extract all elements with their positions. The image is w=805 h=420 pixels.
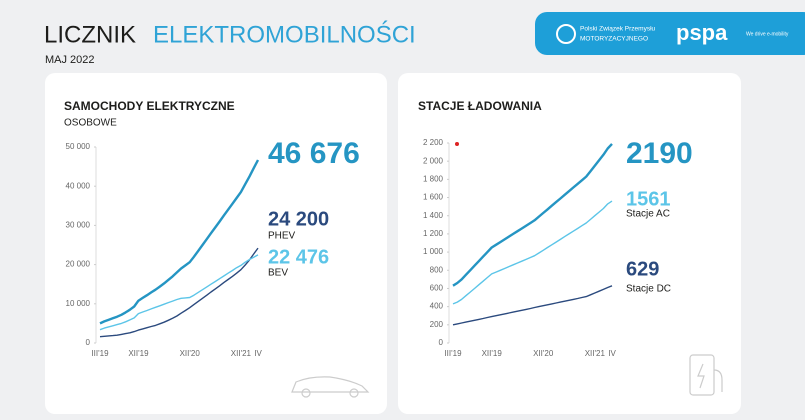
y-tick-label: 600: [430, 284, 444, 293]
y-tick-label: 10 000: [66, 299, 91, 308]
x-tick-label: IV: [254, 349, 262, 358]
end-value-label: 46 676: [268, 137, 360, 170]
logo-pspa: pspa: [676, 20, 728, 45]
logo-text: MOTORYZACYJNEGO: [580, 36, 648, 43]
logo-text: Polski Związek Przemysłu: [580, 26, 656, 33]
x-tick-label: XII'21: [231, 349, 252, 358]
x-tick-label: XII'19: [482, 349, 503, 358]
series-name: PHEV: [268, 231, 296, 242]
chart-title: STACJE ŁADOWANIA: [418, 99, 542, 113]
y-tick-label: 1 800: [423, 174, 444, 183]
x-tick-label: III'19: [444, 349, 462, 358]
series-name: Stacje DC: [626, 284, 671, 295]
y-tick-label: 1 600: [423, 193, 444, 202]
x-tick-label: XII'19: [128, 349, 149, 358]
x-tick-label: XII'20: [180, 349, 201, 358]
charger-icon: [689, 354, 723, 396]
line-series: [452, 285, 613, 326]
x-tick-label: III'19: [91, 349, 109, 358]
y-tick-label: 200: [430, 320, 444, 329]
marker-dot: [455, 142, 459, 146]
y-tick-label: 1 200: [423, 229, 444, 238]
y-tick-label: 1 000: [423, 247, 444, 256]
card: [45, 73, 387, 414]
end-value-label: 22 476: [268, 246, 329, 268]
x-tick-label: XII'21: [585, 349, 606, 358]
logo-banner: [535, 12, 805, 55]
x-tick-label: IV: [608, 349, 616, 358]
x-tick-label: XII'20: [533, 349, 554, 358]
end-value-label: 24 200: [268, 208, 329, 230]
y-tick-label: 1 400: [423, 211, 444, 220]
line-series: [99, 159, 260, 325]
title-part-1: LICZNIK: [44, 21, 136, 48]
subtitle: MAJ 2022: [45, 54, 95, 66]
y-tick-label: 400: [430, 302, 444, 311]
series-name: Stacje AC: [626, 209, 670, 220]
y-tick-label: 20 000: [66, 260, 91, 269]
y-tick-label: 0: [86, 338, 91, 347]
series-name: BEV: [268, 268, 288, 279]
logo-tagline: We drive e-mobility: [746, 31, 789, 37]
car-icon: [291, 376, 370, 398]
chart-title: SAMOCHODY ELEKTRYCZNE: [64, 99, 235, 113]
y-tick-label: 2 200: [423, 138, 444, 147]
title-part-2: ELEKTROMOBILNOŚCI: [153, 20, 416, 48]
chart-subtitle: OSOBOWE: [64, 118, 117, 129]
y-tick-label: 40 000: [66, 181, 91, 190]
end-value-label: 1561: [626, 188, 671, 210]
line-series: [452, 143, 613, 287]
end-value-label: 2190: [626, 137, 693, 170]
card: [398, 73, 741, 414]
y-tick-label: 50 000: [66, 142, 91, 151]
line-series: [452, 200, 613, 305]
logo-icon: [556, 24, 576, 44]
line-series: [99, 254, 259, 331]
y-tick-label: 800: [430, 265, 444, 274]
y-tick-label: 2 000: [423, 156, 444, 165]
line-series: [99, 247, 259, 338]
y-tick-label: 0: [439, 338, 444, 347]
y-tick-label: 30 000: [66, 221, 91, 230]
end-value-label: 629: [626, 258, 659, 280]
